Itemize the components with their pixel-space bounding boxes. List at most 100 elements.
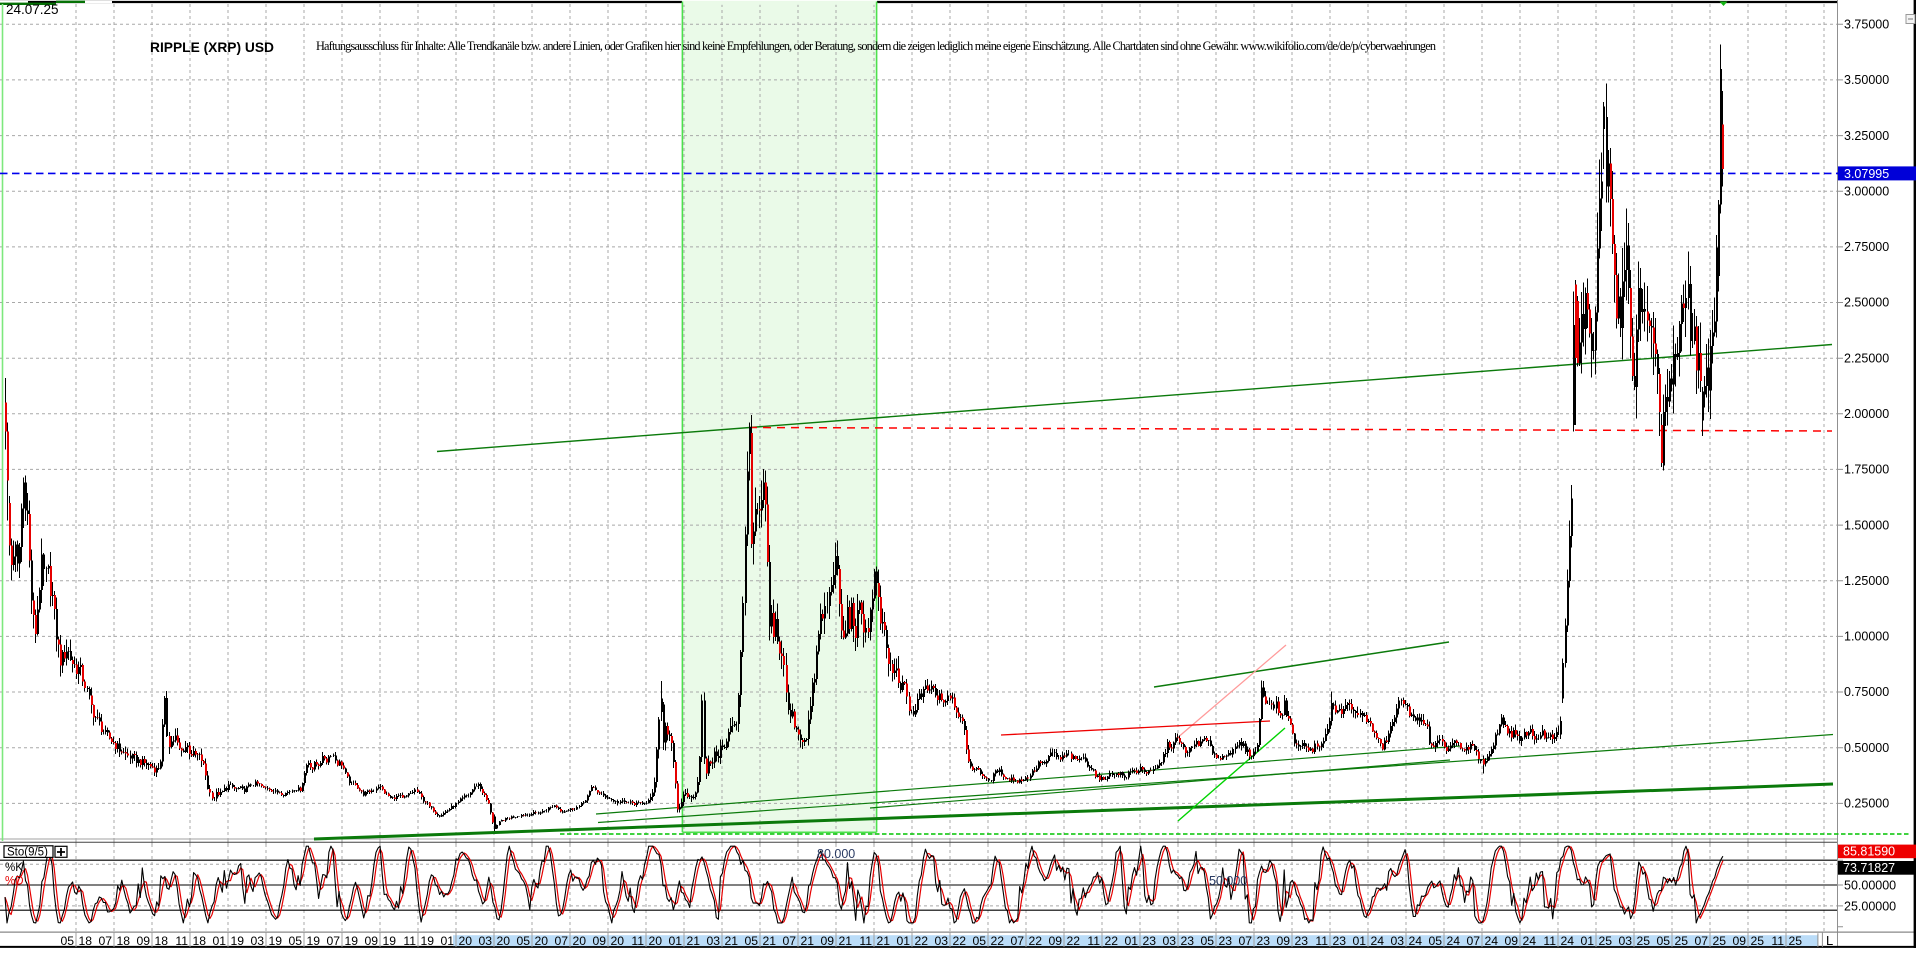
- svg-text:07: 07: [1238, 934, 1252, 948]
- svg-text:24: 24: [1409, 934, 1423, 948]
- svg-text:11: 11: [175, 934, 188, 948]
- svg-text:05: 05: [1200, 934, 1214, 948]
- svg-text:09: 09: [364, 934, 378, 948]
- svg-text:07: 07: [326, 934, 340, 948]
- svg-text:11: 11: [631, 934, 644, 948]
- svg-text:20: 20: [573, 934, 587, 948]
- svg-text:25: 25: [1675, 934, 1689, 948]
- svg-text:01: 01: [212, 934, 226, 948]
- svg-text:2.25000: 2.25000: [1844, 351, 1889, 365]
- svg-text:07: 07: [98, 934, 112, 948]
- svg-text:25: 25: [1713, 934, 1727, 948]
- svg-text:19: 19: [269, 934, 283, 948]
- svg-text:20: 20: [535, 934, 549, 948]
- svg-text:09: 09: [820, 934, 834, 948]
- svg-text:22: 22: [1105, 934, 1119, 948]
- svg-text:25: 25: [1599, 934, 1613, 948]
- svg-text:Haftungsausschluss für Inhalte: Haftungsausschluss für Inhalte: Alle Tre…: [316, 39, 1436, 53]
- svg-text:18: 18: [79, 934, 93, 948]
- svg-text:23: 23: [1143, 934, 1157, 948]
- svg-text:3.00000: 3.00000: [1844, 184, 1889, 198]
- svg-text:01: 01: [1352, 934, 1366, 948]
- svg-text:23: 23: [1181, 934, 1195, 948]
- svg-text:RIPPLE (XRP) USD: RIPPLE (XRP) USD: [150, 39, 274, 55]
- svg-text:19: 19: [307, 934, 321, 948]
- svg-text:21: 21: [839, 934, 853, 948]
- svg-text:11: 11: [403, 934, 416, 948]
- svg-text:23: 23: [1333, 934, 1347, 948]
- svg-text:07: 07: [782, 934, 796, 948]
- svg-text:%K: %K: [5, 862, 23, 874]
- svg-text:07: 07: [1694, 934, 1708, 948]
- svg-text:2.50000: 2.50000: [1844, 296, 1889, 310]
- svg-text:18: 18: [155, 934, 169, 948]
- svg-text:24: 24: [1371, 934, 1385, 948]
- svg-text:03: 03: [934, 934, 948, 948]
- svg-text:3.75000: 3.75000: [1844, 17, 1889, 31]
- svg-text:22: 22: [915, 934, 929, 948]
- svg-text:09: 09: [1732, 934, 1746, 948]
- svg-text:1.00000: 1.00000: [1844, 630, 1889, 644]
- svg-text:3.50000: 3.50000: [1844, 73, 1889, 87]
- svg-text:19: 19: [231, 934, 245, 948]
- svg-text:20: 20: [459, 934, 473, 948]
- svg-text:0.75000: 0.75000: [1844, 685, 1889, 699]
- svg-text:2.00000: 2.00000: [1844, 407, 1889, 421]
- svg-text:23: 23: [1295, 934, 1309, 948]
- svg-text:22: 22: [1067, 934, 1081, 948]
- svg-text:2.75000: 2.75000: [1844, 240, 1889, 254]
- svg-text:05: 05: [744, 934, 758, 948]
- svg-text:01: 01: [1124, 934, 1138, 948]
- svg-text:1.75000: 1.75000: [1844, 463, 1889, 477]
- svg-text:19: 19: [345, 934, 359, 948]
- svg-text:09: 09: [1504, 934, 1518, 948]
- svg-text:20: 20: [649, 934, 663, 948]
- svg-text:03: 03: [1162, 934, 1176, 948]
- svg-text:09: 09: [136, 934, 150, 948]
- svg-text:50.00000: 50.00000: [1844, 878, 1896, 892]
- svg-text:03: 03: [478, 934, 492, 948]
- svg-text:25: 25: [1751, 934, 1765, 948]
- svg-text:03: 03: [1618, 934, 1632, 948]
- svg-text:05: 05: [1428, 934, 1442, 948]
- svg-text:03: 03: [706, 934, 720, 948]
- svg-text:0.25000: 0.25000: [1844, 797, 1889, 811]
- svg-text:85.81590: 85.81590: [1843, 845, 1895, 859]
- svg-text:73.71827: 73.71827: [1843, 861, 1895, 875]
- svg-text:21: 21: [877, 934, 891, 948]
- svg-text:25: 25: [1637, 934, 1651, 948]
- svg-text:%D: %D: [5, 876, 24, 888]
- svg-text:24.07.25: 24.07.25: [6, 2, 59, 17]
- svg-text:07: 07: [554, 934, 568, 948]
- svg-text:3.07995: 3.07995: [1844, 167, 1889, 181]
- svg-text:19: 19: [421, 934, 435, 948]
- svg-text:Sto(9/5): Sto(9/5): [7, 846, 48, 858]
- svg-text:22: 22: [1029, 934, 1043, 948]
- svg-text:11: 11: [1543, 934, 1556, 948]
- svg-text:11: 11: [1315, 934, 1328, 948]
- svg-text:03: 03: [1390, 934, 1404, 948]
- svg-text:18: 18: [193, 934, 207, 948]
- svg-text:50.000: 50.000: [1209, 874, 1247, 888]
- svg-text:20: 20: [611, 934, 625, 948]
- svg-text:05: 05: [1656, 934, 1670, 948]
- svg-text:21: 21: [763, 934, 777, 948]
- svg-text:21: 21: [725, 934, 739, 948]
- svg-text:3.25000: 3.25000: [1844, 129, 1889, 143]
- svg-text:11: 11: [1771, 934, 1784, 948]
- svg-text:05: 05: [60, 934, 74, 948]
- svg-text:24: 24: [1523, 934, 1537, 948]
- svg-text:80.000: 80.000: [817, 847, 855, 861]
- svg-text:0.50000: 0.50000: [1844, 741, 1889, 755]
- svg-text:09: 09: [592, 934, 606, 948]
- svg-text:23: 23: [1257, 934, 1271, 948]
- svg-text:05: 05: [516, 934, 530, 948]
- svg-text:20: 20: [497, 934, 511, 948]
- svg-text:01: 01: [896, 934, 910, 948]
- svg-text:24: 24: [1447, 934, 1461, 948]
- svg-text:18: 18: [117, 934, 131, 948]
- svg-text:07: 07: [1466, 934, 1480, 948]
- svg-text:21: 21: [801, 934, 815, 948]
- svg-text:19: 19: [383, 934, 397, 948]
- svg-text:L: L: [1826, 933, 1833, 948]
